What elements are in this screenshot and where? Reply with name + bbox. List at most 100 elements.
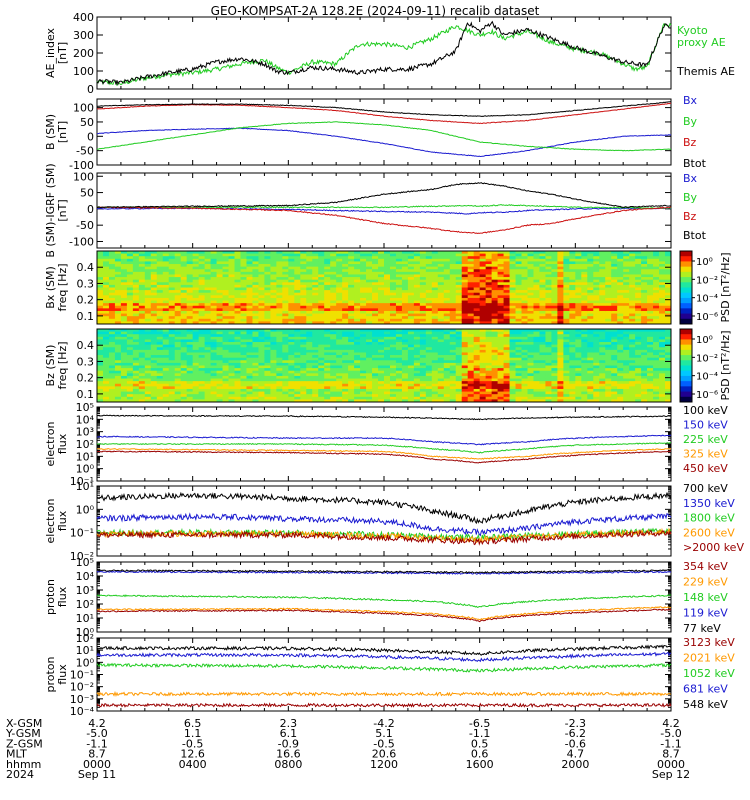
spectrogram-cell [174,279,182,283]
spectrogram-cell [372,349,379,353]
spectrogram-cell [150,305,158,309]
spectrogram-cell [138,373,146,377]
spectrogram-cell [348,256,355,260]
spectrogram-cell [114,396,122,400]
spectrogram-cell [360,279,367,283]
spectrogram-cell [234,391,241,395]
spectrogram-cell [623,290,630,294]
spectrogram-cell [539,295,546,299]
spectrogram-cell [312,292,319,296]
spectrogram-cell [138,274,146,278]
spectrogram-cell [401,287,409,291]
spectrogram-cell [204,287,212,291]
spectrogram-cell [557,297,564,301]
spectrogram-cell [413,329,421,333]
spectrogram-cell [509,284,516,288]
spectrogram-cell [509,292,516,296]
spectrogram-cell [97,261,104,265]
spectrogram-cell [354,287,361,291]
spectrogram-cell [539,308,546,312]
spectrogram-cell [407,318,415,322]
spectrogram-cell [395,313,403,317]
spectrogram-cell [473,300,481,304]
spectrogram-cell [138,386,146,390]
spectrogram-cell [150,290,158,294]
spectrogram-cell [222,396,229,400]
spectrogram-cell [569,284,576,288]
spectrogram-cell [108,316,116,320]
spectrogram-cell [527,295,534,299]
spectrogram-cell [461,287,469,291]
spectrogram-cell [509,300,516,304]
spectrogram-cell [138,269,146,273]
spectrogram-cell [629,300,636,304]
spectrogram-cell [174,274,182,278]
spectrogram-cell [300,266,307,270]
spectrogram-cell [629,258,636,262]
spectrogram-cell [210,261,217,265]
spectrogram-cell [384,391,391,395]
spectrogram-cell [258,292,265,296]
spectrogram-cell [521,300,528,304]
spectrogram-cell [270,269,277,273]
spectrogram-cell [563,264,570,268]
spectrogram-cell [443,261,451,265]
spectrogram-cell [623,318,630,322]
spectrogram-cell [378,329,385,333]
spectrogram-cell [497,303,504,307]
spectrogram-cell [389,284,397,288]
spectrogram-cell [389,287,397,291]
spectrogram-cell [497,334,504,338]
spectrogram-cell [282,334,289,338]
spectrogram-cell [449,282,457,286]
spectrogram-cell [204,266,212,270]
spectrogram-cell [336,305,343,309]
spectrogram-cell [210,375,217,379]
spectrogram-cell [276,305,283,309]
spectrogram-cell [210,388,217,392]
spectrogram-cell [366,282,373,286]
spectrogram-cell [198,383,206,387]
spectrogram-cell [461,266,469,270]
spectrogram-cell [186,383,194,387]
spectrogram-cell [623,264,630,268]
spectrogram-cell [665,251,672,255]
spectrogram-cell [629,266,636,270]
spectrogram-cell [132,344,140,348]
spectrogram-cell [587,271,594,275]
spectrogram-cell [102,344,110,348]
spectrogram-cell [330,292,337,296]
spectrogram-cell [509,318,516,322]
spectrogram-cell [401,329,409,333]
spectrogram-cell [120,368,128,372]
spectrogram-cell [401,373,409,377]
spectrogram-cell [282,261,289,265]
spectrogram-cell [138,349,146,353]
spectrogram-cell [216,274,223,278]
spectrogram-cell [515,316,522,320]
spectrogram-cell [294,261,301,265]
spectrogram-cell [593,308,600,312]
spectrogram-cell [246,321,253,325]
spectrogram-cell [252,274,259,278]
spectrogram-cell [294,388,301,392]
spectrogram-cell [401,336,409,340]
spectrogram-cell [144,391,152,395]
spectrogram-cell [563,316,570,320]
spectrogram-cell [192,347,200,351]
spectrogram-cell [509,256,516,260]
spectrogram-cell [114,334,122,338]
spectrogram-cell [378,321,385,325]
spectrogram-cell [485,383,493,387]
spectrogram-cell [431,284,439,288]
spectrogram-cell [539,261,546,265]
spectrogram-cell [150,310,158,314]
colorbar-segment [680,303,692,309]
spectrogram-cell [162,277,170,281]
spectrogram-cell [282,365,289,369]
spectrogram-cell [348,282,355,286]
spectrogram-cell [168,357,176,361]
spectrogram-cell [407,253,415,257]
spectrogram-cell [485,357,493,361]
